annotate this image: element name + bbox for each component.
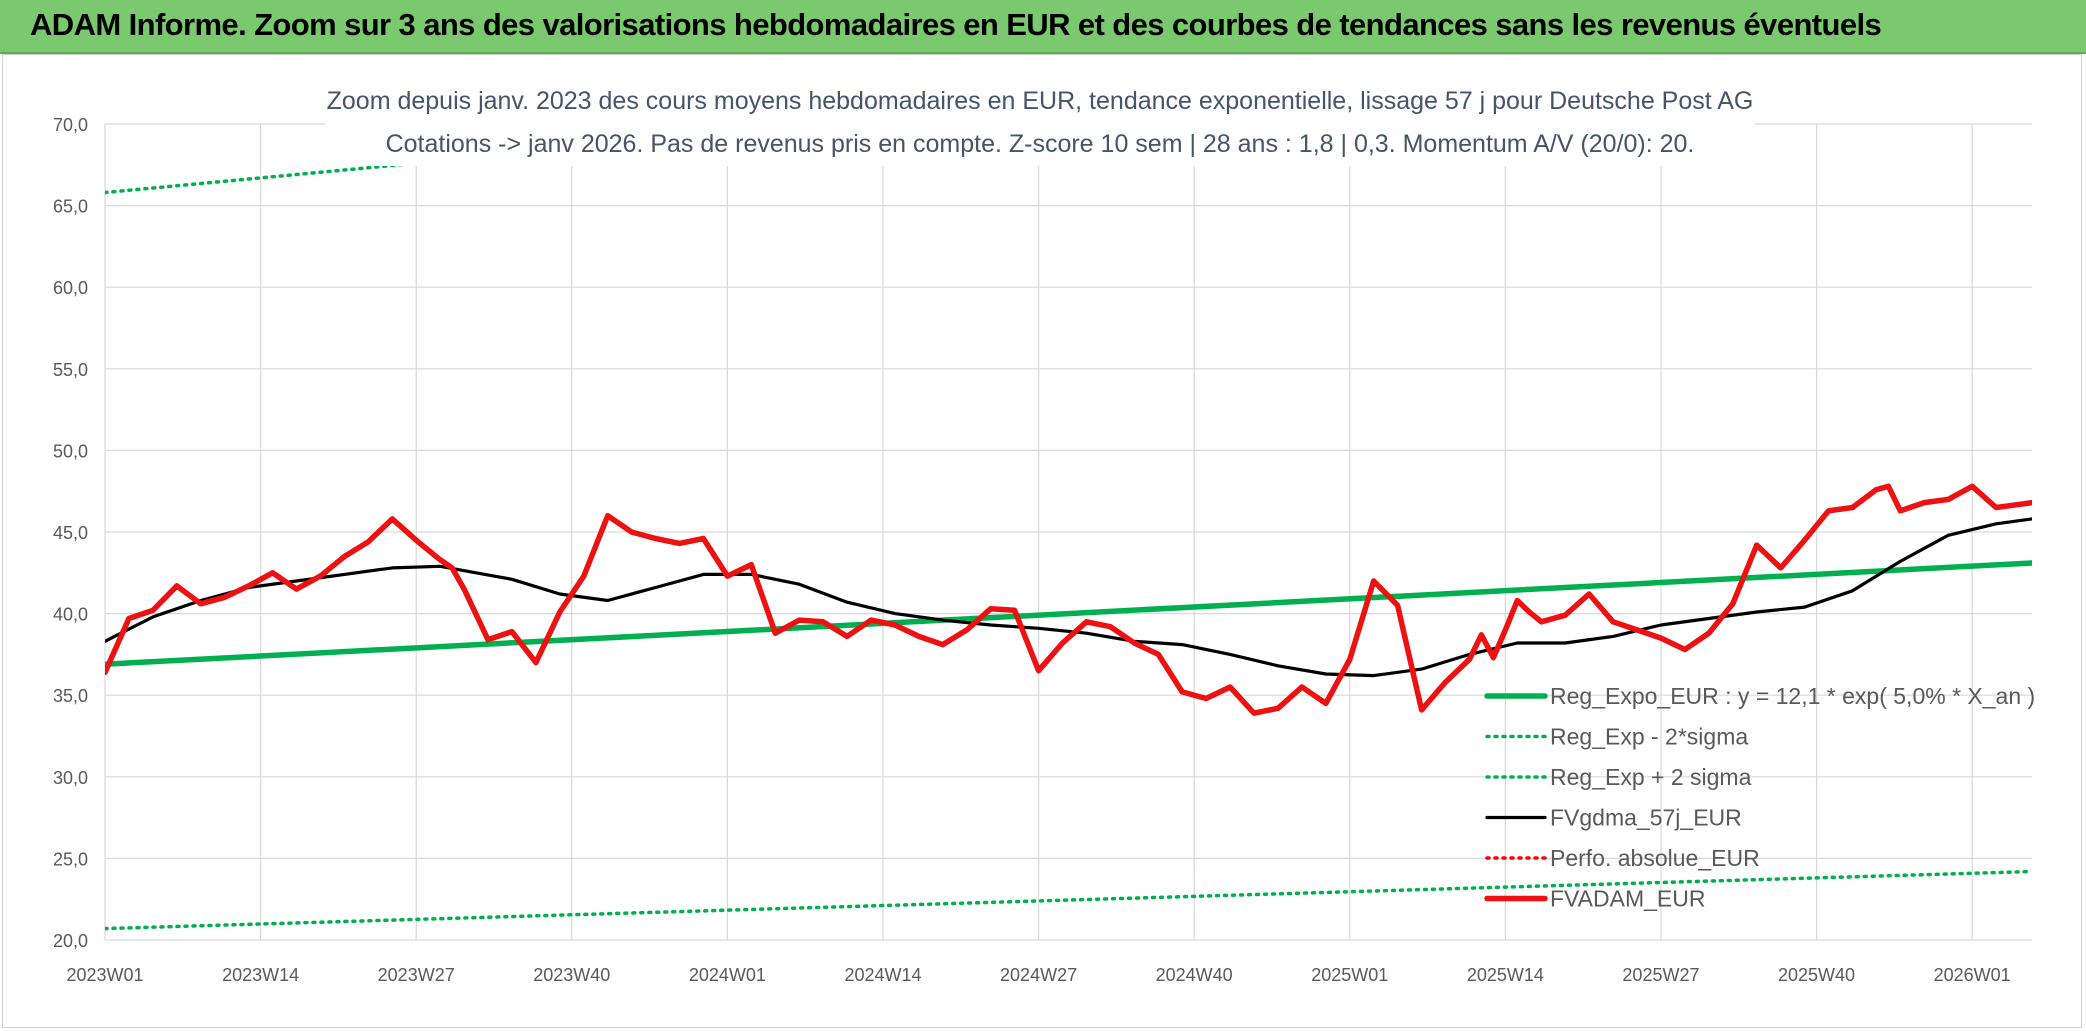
x-tick-label: 2023W14 xyxy=(222,965,299,985)
chart-title-line-1: Zoom depuis janv. 2023 des cours moyens … xyxy=(327,87,1754,115)
x-tick-label: 2024W14 xyxy=(844,965,921,985)
x-tick-label: 2024W27 xyxy=(1000,965,1077,985)
legend-label-2: Reg_Exp + 2 sigma xyxy=(1550,764,1752,790)
chart-frame xyxy=(2,54,2082,1028)
y-tick-label: 65,0 xyxy=(53,197,88,217)
x-tick-label: 2023W40 xyxy=(533,965,610,985)
legend: Reg_Expo_EUR : y = 12,1 * exp( 5,0% * X_… xyxy=(1484,683,2035,912)
x-tick-label: 2023W01 xyxy=(66,965,143,985)
title-box xyxy=(325,82,1755,166)
y-tick-label: 45,0 xyxy=(53,523,88,543)
header-banner: ADAM Informe. Zoom sur 3 ans des valoris… xyxy=(0,0,2086,54)
y-tick-label: 30,0 xyxy=(53,768,88,788)
legend-label-0: Reg_Expo_EUR : y = 12,1 * exp( 5,0% * X_… xyxy=(1550,683,2035,709)
x-tick-label: 2025W27 xyxy=(1622,965,1699,985)
y-tick-label: 60,0 xyxy=(53,278,88,298)
x-tick-label: 2024W01 xyxy=(689,965,766,985)
x-tick-label: 2023W27 xyxy=(378,965,455,985)
x-tick-label: 2026W01 xyxy=(1934,965,2011,985)
chart-title-line-2: Cotations -> janv 2026. Pas de revenus p… xyxy=(386,130,1695,158)
page-title: ADAM Informe. Zoom sur 3 ans des valoris… xyxy=(30,7,1882,42)
y-tick-label: 70,0 xyxy=(53,115,88,135)
series-line-3 xyxy=(105,517,2032,678)
series-line-0 xyxy=(105,560,2032,667)
x-tick-label: 2025W14 xyxy=(1467,965,1544,985)
axis-ticks: 20,0 25,0 30,0 35,0 40,0 45,0 50,0 55,0 60,0 65,0… xyxy=(53,115,2011,985)
y-tick-label: 50,0 xyxy=(53,441,88,461)
series-line-1 xyxy=(105,869,2032,931)
legend-label-4: Perfo. absolue_EUR xyxy=(1550,845,1760,871)
x-tick-label: 2025W40 xyxy=(1778,965,1855,985)
y-tick-label: 40,0 xyxy=(53,605,88,625)
grid xyxy=(104,123,2032,941)
y-tick-label: 55,0 xyxy=(53,360,88,380)
legend-label-5: FVADAM_EUR xyxy=(1550,886,1706,912)
legend-label-3: FVgdma_57j_EUR xyxy=(1550,805,1742,831)
x-tick-label: 2025W01 xyxy=(1311,965,1388,985)
x-tick-label: 2024W40 xyxy=(1156,965,1233,985)
y-tick-label: 25,0 xyxy=(53,849,88,869)
y-tick-label: 35,0 xyxy=(53,686,88,706)
legend-label-1: Reg_Exp - 2*sigma xyxy=(1550,724,1748,750)
y-tick-label: 20,0 xyxy=(53,931,88,951)
series-line-5 xyxy=(105,483,2032,716)
